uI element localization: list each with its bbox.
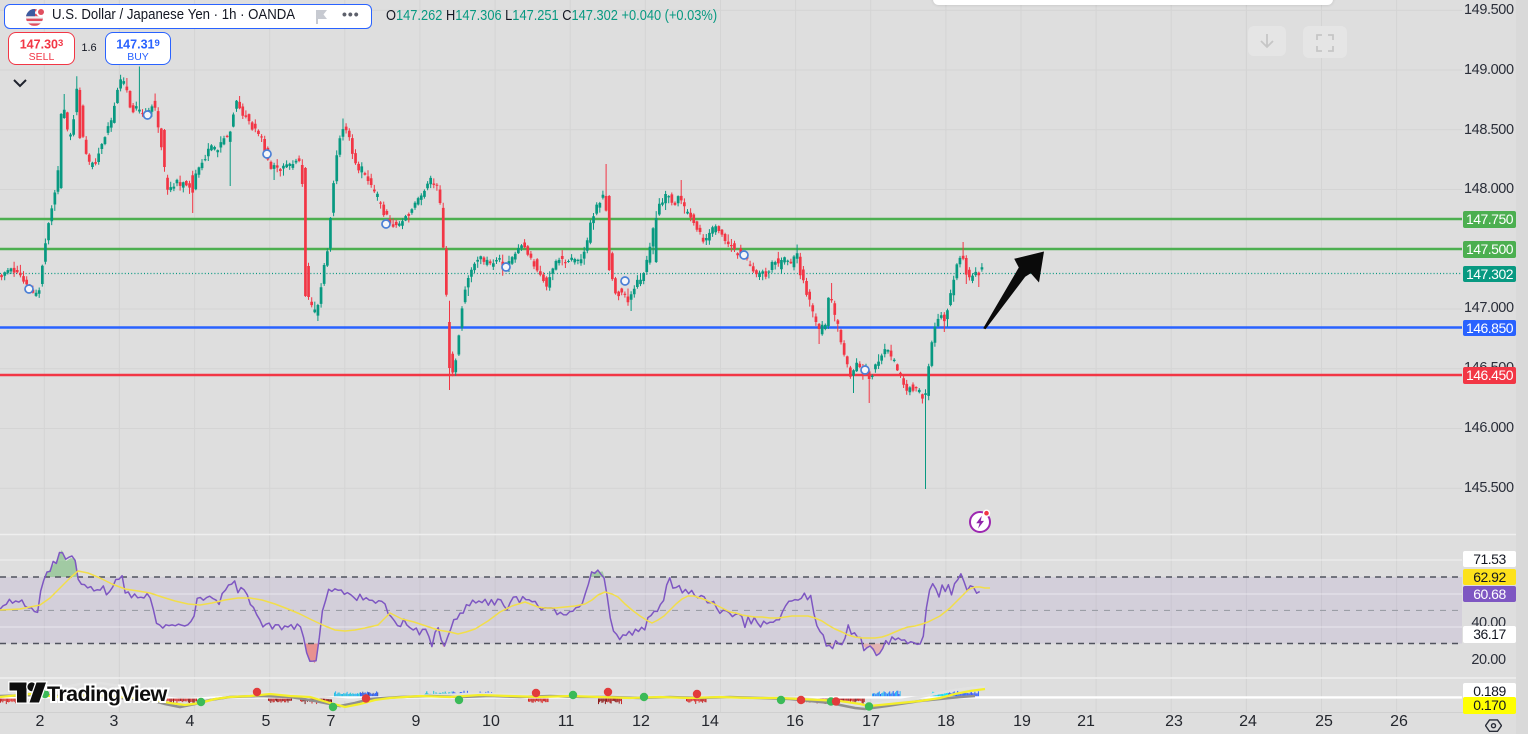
svg-text:TradingView: TradingView — [47, 682, 168, 706]
